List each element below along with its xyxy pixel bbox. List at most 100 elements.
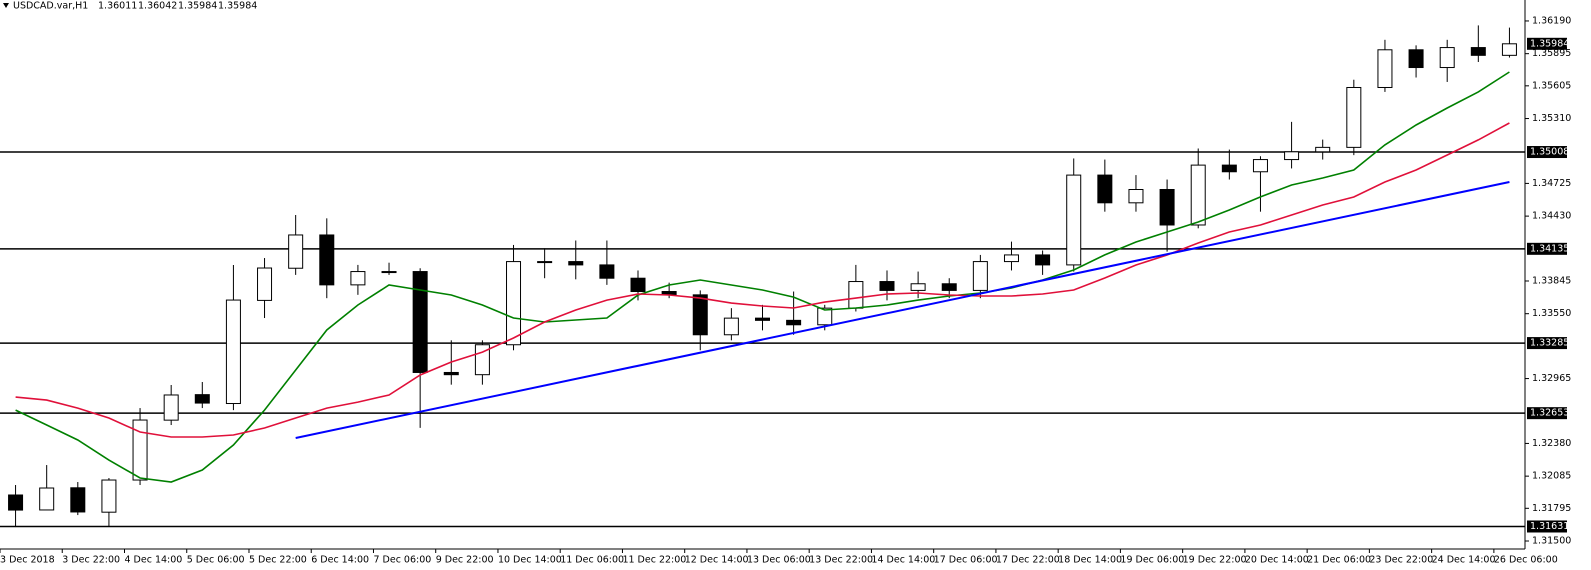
x-tick-label: 9 Dec 22:00 [436, 555, 494, 566]
level-label: 1.34135 [1530, 243, 1569, 254]
y-tick-label: 1.35605 [1532, 80, 1571, 91]
level-label: 1.32653 [1530, 408, 1569, 419]
x-tick-label: 17 Dec 22:00 [996, 555, 1060, 566]
moving-average [15, 71, 1510, 483]
level-label-box [1527, 146, 1567, 159]
candle-body [1284, 151, 1300, 161]
header-value: 1.35984 [218, 1, 257, 12]
candle-body [1470, 47, 1486, 56]
x-tick-label: 5 Dec 22:00 [249, 555, 307, 566]
candle-body [194, 394, 210, 404]
x-tick-label: 14 Dec 14:00 [871, 555, 935, 566]
candle-body [568, 261, 584, 266]
x-tick-label: 19 Dec 06:00 [1120, 555, 1184, 566]
candle-body [350, 271, 366, 286]
y-tick-label: 1.34430 [1532, 211, 1571, 222]
x-tick-label: 26 Dec 06:00 [1494, 555, 1558, 566]
y-tick-label: 1.31795 [1532, 503, 1571, 514]
candle-body [723, 317, 739, 336]
y-tick-label: 1.32380 [1532, 438, 1571, 449]
candle-body [848, 281, 864, 309]
x-tick-label: 10 Dec 14:00 [498, 555, 562, 566]
x-tick-label: 6 Dec 14:00 [311, 555, 369, 566]
last-price-box [1527, 37, 1567, 50]
candle-body [443, 371, 459, 376]
candle-body [132, 419, 148, 481]
candle-body [101, 479, 117, 513]
header-value: 1.35984 [178, 1, 217, 12]
x-tick-label: 21 Dec 06:00 [1307, 555, 1371, 566]
candle-body [412, 271, 428, 373]
y-tick-label: 1.35895 [1532, 48, 1571, 59]
x-tick-label: 11 Dec 06:00 [560, 555, 624, 566]
x-tick-label: 11 Dec 22:00 [622, 555, 686, 566]
candle-body [70, 487, 86, 513]
y-tick-label: 1.31500 [1532, 536, 1571, 547]
x-tick-label: 13 Dec 06:00 [747, 555, 811, 566]
candle-body [381, 271, 397, 274]
candle-body [1408, 49, 1424, 69]
candle-body [599, 264, 615, 279]
candle-body [474, 344, 490, 376]
y-tick-label: 1.32085 [1532, 471, 1571, 482]
candle-body [257, 267, 273, 301]
level-label-box [1527, 407, 1567, 420]
x-tick-label: 17 Dec 06:00 [934, 555, 998, 566]
candle-body [692, 294, 708, 336]
y-tick-label: 1.36190 [1532, 15, 1571, 26]
x-tick-label: 19 Dec 22:00 [1183, 555, 1247, 566]
level-label: 1.31631 [1530, 521, 1569, 532]
candle-body [910, 283, 926, 291]
moving-average [15, 122, 1510, 438]
candle-body [1221, 164, 1237, 173]
x-tick-label: 7 Dec 06:00 [373, 555, 431, 566]
candle-body [1315, 146, 1331, 153]
x-tick-label: 3 Dec 22:00 [62, 555, 120, 566]
candle-body [1159, 189, 1175, 226]
header-value: 1.36042 [138, 1, 177, 12]
candle-body [288, 234, 304, 269]
x-tick-label: 3 Dec 2018 [0, 555, 55, 566]
candle-body [1128, 189, 1144, 204]
y-tick-label: 1.35310 [1532, 113, 1571, 124]
candle-body [817, 307, 833, 326]
candle-body [1346, 86, 1362, 148]
x-tick-label: 18 Dec 14:00 [1058, 555, 1122, 566]
y-tick-label: 1.33845 [1532, 275, 1571, 286]
y-tick-label: 1.32965 [1532, 373, 1571, 384]
x-tick-label: 24 Dec 14:00 [1432, 555, 1496, 566]
candle-body [1003, 254, 1019, 263]
candle-body [879, 281, 895, 291]
candle-body [537, 261, 553, 264]
last-price-label: 1.35984 [1530, 38, 1569, 49]
trendline [295, 180, 1510, 439]
header-value: 1.36011 [98, 1, 137, 12]
candle-body [225, 299, 241, 405]
x-tick-label: 13 Dec 22:00 [809, 555, 873, 566]
candle-body [1377, 49, 1393, 88]
candle-body [163, 394, 179, 421]
y-tick-label: 1.34725 [1532, 178, 1571, 189]
candle-body [319, 234, 335, 286]
candle-body [786, 319, 802, 326]
x-tick-label: 12 Dec 14:00 [685, 555, 749, 566]
candle-body [1252, 159, 1268, 173]
candle-body [941, 283, 957, 291]
x-tick-label: 23 Dec 22:00 [1369, 555, 1433, 566]
candle-body [1190, 164, 1206, 226]
candle-body [1501, 43, 1517, 56]
candle-body [1439, 47, 1455, 69]
candle-body [1035, 254, 1051, 266]
candle-body [754, 317, 771, 321]
x-tick-label: 4 Dec 14:00 [124, 555, 182, 566]
y-tick-label: 1.33550 [1532, 308, 1571, 319]
candle-body [39, 487, 55, 511]
symbol: USDCAD.var,H1 [13, 1, 88, 12]
level-label: 1.35008 [1530, 147, 1569, 158]
level-label: 1.33285 [1530, 338, 1569, 349]
x-tick-label: 20 Dec 14:00 [1245, 555, 1309, 566]
candle-body [1066, 174, 1082, 266]
x-tick-label: 5 Dec 06:00 [187, 555, 245, 566]
